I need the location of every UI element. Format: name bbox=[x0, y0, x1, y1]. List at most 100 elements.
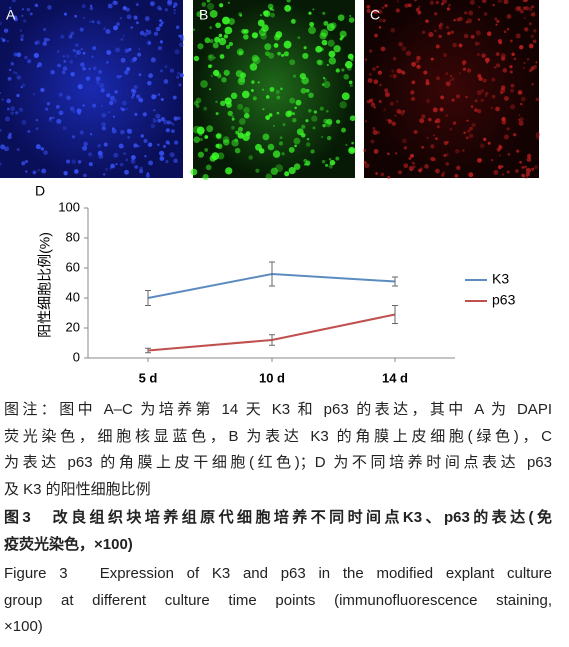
micrograph bbox=[364, 0, 539, 178]
cell bbox=[310, 149, 315, 154]
cell bbox=[430, 57, 434, 61]
cell bbox=[231, 117, 235, 121]
cell bbox=[287, 110, 293, 116]
cell bbox=[113, 25, 119, 31]
cell bbox=[294, 106, 297, 110]
cell bbox=[329, 159, 336, 166]
cell bbox=[96, 20, 101, 25]
cell bbox=[441, 173, 445, 177]
cell bbox=[435, 137, 438, 141]
cell bbox=[197, 151, 204, 158]
y-tick-label: 0 bbox=[73, 349, 80, 364]
cell bbox=[418, 5, 421, 8]
cell bbox=[522, 6, 526, 10]
cell bbox=[277, 51, 281, 56]
cell bbox=[494, 17, 498, 21]
cell bbox=[68, 34, 73, 39]
cell bbox=[172, 5, 176, 9]
cell bbox=[275, 31, 283, 38]
cell bbox=[371, 102, 375, 106]
cell bbox=[238, 126, 243, 132]
cell bbox=[501, 173, 504, 176]
cell bbox=[218, 37, 227, 46]
cell bbox=[293, 163, 301, 170]
cell bbox=[335, 68, 340, 73]
cell bbox=[230, 92, 238, 100]
cell bbox=[445, 162, 449, 166]
cell bbox=[173, 8, 176, 12]
cell bbox=[124, 70, 129, 75]
cell bbox=[228, 41, 234, 47]
error-bar bbox=[269, 261, 275, 287]
cell bbox=[151, 94, 157, 100]
cell bbox=[513, 133, 517, 137]
cell bbox=[481, 53, 486, 58]
cell bbox=[218, 33, 223, 38]
cell bbox=[408, 156, 412, 160]
cell bbox=[165, 140, 170, 145]
cell bbox=[70, 31, 75, 36]
cell bbox=[380, 46, 386, 52]
cell bbox=[416, 64, 421, 69]
cell bbox=[491, 94, 496, 99]
cell bbox=[9, 68, 12, 72]
cell bbox=[43, 37, 48, 42]
cell bbox=[480, 89, 485, 93]
caption-line: 图3 改良组织块培养组原代细胞培养不同时间点K3、p63的表达(免 bbox=[4, 509, 552, 526]
cell bbox=[522, 0, 528, 3]
cell bbox=[509, 39, 513, 43]
cell bbox=[502, 68, 508, 73]
cell bbox=[341, 92, 350, 101]
cell bbox=[160, 21, 164, 25]
cell bbox=[69, 60, 73, 64]
cell bbox=[323, 80, 331, 89]
cell bbox=[167, 0, 173, 5]
cell bbox=[272, 150, 281, 158]
cell bbox=[430, 144, 435, 149]
figure-title-en: Figure 3 Expression of K3 and p63 in the… bbox=[4, 561, 552, 641]
cell bbox=[123, 152, 126, 155]
cell bbox=[82, 66, 86, 71]
cell bbox=[72, 48, 76, 53]
cell bbox=[504, 96, 509, 101]
cell bbox=[61, 70, 66, 75]
cell bbox=[452, 121, 457, 125]
cell bbox=[122, 5, 127, 11]
cell bbox=[341, 68, 345, 72]
cell bbox=[131, 95, 134, 99]
cell bbox=[120, 129, 125, 135]
cell bbox=[204, 135, 209, 139]
cell bbox=[471, 122, 476, 128]
cell bbox=[212, 42, 219, 49]
cell bbox=[134, 165, 139, 169]
cell bbox=[40, 87, 45, 93]
cell bbox=[1, 98, 4, 101]
cell bbox=[322, 11, 326, 16]
cell bbox=[432, 134, 435, 137]
cell bbox=[308, 26, 316, 35]
cell bbox=[278, 141, 283, 146]
cell bbox=[82, 16, 85, 19]
figure-graphics: A B C D 阳性细胞比例(%) 0 20 40 60 80 100 5 d 10 d 14 d K3 p… bbox=[0, 0, 541, 385]
cell bbox=[32, 170, 37, 175]
cell bbox=[434, 168, 440, 174]
cell bbox=[92, 103, 97, 108]
cell bbox=[196, 11, 203, 18]
cell bbox=[397, 170, 402, 175]
cell bbox=[150, 123, 156, 129]
cell bbox=[152, 117, 155, 120]
cell bbox=[131, 155, 136, 160]
cell bbox=[111, 128, 117, 134]
cell bbox=[319, 106, 324, 111]
cell bbox=[47, 38, 51, 41]
legend-label: K3 bbox=[492, 271, 509, 287]
cell bbox=[75, 43, 79, 47]
cell bbox=[0, 144, 6, 150]
cell bbox=[83, 141, 88, 147]
cell bbox=[389, 101, 394, 106]
cell bbox=[219, 54, 225, 59]
cell bbox=[140, 134, 144, 138]
cell bbox=[509, 65, 513, 69]
cell bbox=[215, 72, 222, 78]
x-tick-label: 5 d bbox=[139, 370, 158, 385]
